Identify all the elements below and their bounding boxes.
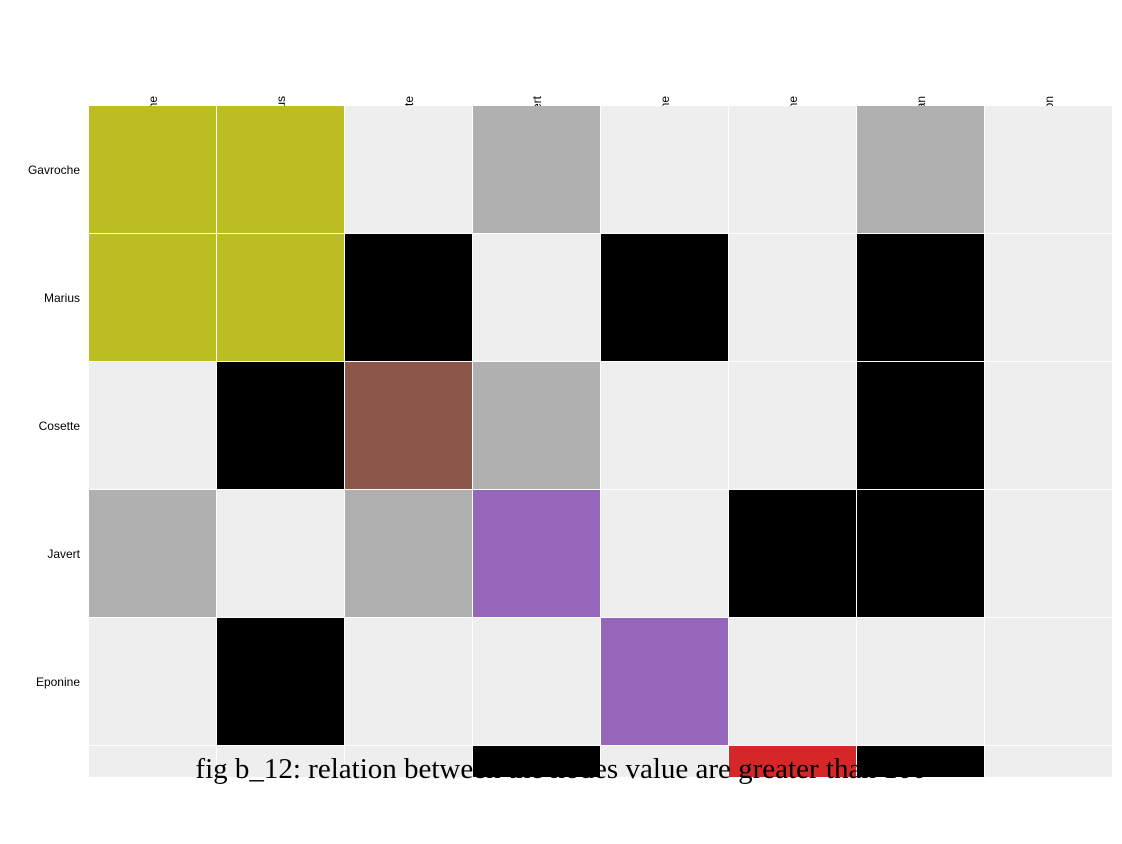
matrix-cell	[89, 746, 216, 777]
matrix-cell	[89, 106, 216, 233]
row-label: Eponine	[36, 675, 80, 689]
matrix-cells	[89, 106, 1112, 777]
matrix-cell	[217, 362, 344, 489]
matrix-cell	[729, 106, 856, 233]
matrix-cell	[345, 490, 472, 617]
matrix-cell	[345, 234, 472, 361]
matrix-cell	[729, 234, 856, 361]
matrix-cell	[857, 490, 984, 617]
row-label: Marius	[44, 291, 80, 305]
matrix-cell	[473, 362, 600, 489]
matrix-cell	[601, 490, 728, 617]
matrix-cell	[89, 362, 216, 489]
matrix-cell	[89, 490, 216, 617]
adjacency-matrix: GavrocheMariusCosetteJavertEponineFantin…	[28, 95, 1112, 777]
matrix-cell	[857, 362, 984, 489]
row-label: Cosette	[39, 419, 81, 433]
matrix-cell	[601, 618, 728, 745]
row-label: Javert	[47, 547, 80, 561]
matrix-cell	[217, 746, 344, 777]
matrix-cell	[857, 746, 984, 777]
row-labels: Gavroche Marius Cosette Javert Eponine	[28, 163, 81, 689]
matrix-cell	[473, 618, 600, 745]
matrix-cell	[89, 618, 216, 745]
matrix-cell	[473, 234, 600, 361]
matrix-cell	[345, 106, 472, 233]
row-label: Gavroche	[28, 163, 80, 177]
matrix-cell	[857, 618, 984, 745]
matrix-cell	[857, 234, 984, 361]
matrix-cell	[601, 234, 728, 361]
matrix-cell	[473, 106, 600, 233]
matrix-cell	[601, 746, 728, 777]
matrix-cell	[985, 362, 1112, 489]
matrix-cell	[345, 618, 472, 745]
matrix-cell	[473, 490, 600, 617]
matrix-cell	[985, 234, 1112, 361]
matrix-cell	[217, 490, 344, 617]
matrix-cell	[729, 490, 856, 617]
matrix-cell	[601, 106, 728, 233]
matrix-cell	[473, 746, 600, 777]
matrix-cell	[985, 106, 1112, 233]
matrix-cell	[345, 746, 472, 777]
matrix-cell	[985, 746, 1112, 777]
matrix-cell	[217, 106, 344, 233]
matrix-cell	[729, 618, 856, 745]
matrix-cell	[985, 618, 1112, 745]
matrix-cell	[217, 234, 344, 361]
matrix-cell	[857, 106, 984, 233]
matrix-cell	[89, 234, 216, 361]
matrix-cell	[345, 362, 472, 489]
matrix-cell	[985, 490, 1112, 617]
matrix-cell	[217, 618, 344, 745]
figure-caption: fig b_12: relation between the nodes val…	[195, 753, 927, 785]
matrix-cell	[729, 362, 856, 489]
matrix-cell	[729, 746, 856, 777]
matrix-cell	[601, 362, 728, 489]
